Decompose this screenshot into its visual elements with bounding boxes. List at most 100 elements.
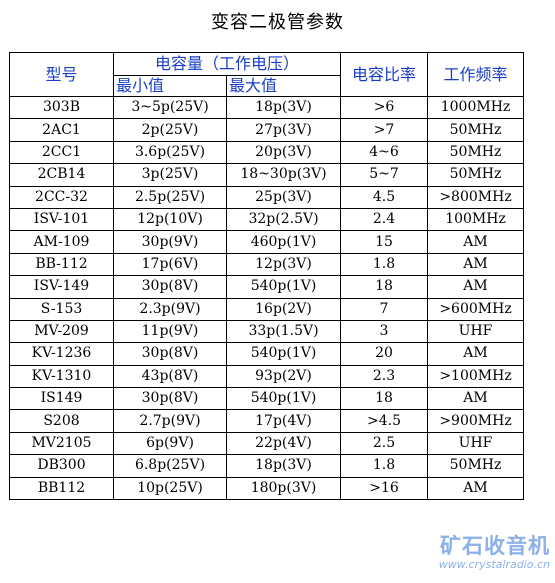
cell-min: 30p(8V) xyxy=(113,342,227,366)
varactor-parameter-table: 型号 电容量（工作电压） 电容比率 工作频率 最小值 最大值 303B 3~5p(… xyxy=(9,52,525,501)
cell-max: 540p(1V) xyxy=(225,342,342,366)
cell-max: 17p(4V) xyxy=(225,409,342,433)
table-row: 2CC-32 2.5p(25V) 25p(3V) 4.5 >800MHz xyxy=(9,185,525,209)
cell-ratio: 5~7 xyxy=(340,163,429,187)
cell-freq: UHF xyxy=(427,431,525,456)
cell-ratio: 15 xyxy=(340,230,429,254)
cell-model: 2AC1 xyxy=(9,118,114,142)
cell-freq: >100MHz xyxy=(427,364,525,389)
table-row: AM-109 30p(9V) 460p(1V) 15 AM xyxy=(9,230,525,254)
page-title: 变容二极管参数 xyxy=(211,12,344,33)
cell-freq: 50MHz xyxy=(427,454,525,478)
table-row: S208 2.7p(9V) 17p(4V) >4.5 >900MHz xyxy=(9,409,525,433)
watermark: 矿石收音机 www.crystalradio.cn xyxy=(420,534,550,571)
cell-freq: AM xyxy=(427,230,525,254)
cell-freq: 50MHz xyxy=(427,140,525,165)
cell-freq: AM xyxy=(427,387,525,411)
table-row: IS149 30p(8V) 540p(1V) 18 AM xyxy=(9,387,525,411)
cell-model: BB112 xyxy=(9,476,114,501)
cell-model: MV-209 xyxy=(9,319,114,344)
cell-model: BB-112 xyxy=(9,252,114,277)
cell-model: KV-1310 xyxy=(9,364,114,389)
cell-min: 6p(9V) xyxy=(113,431,227,456)
cell-min: 2.3p(9V) xyxy=(113,297,227,321)
header-frequency: 工作频率 xyxy=(427,52,525,97)
cell-ratio: 1.8 xyxy=(340,454,429,478)
table-row: BB112 10p(25V) 180p(3V) >16 AM xyxy=(9,476,525,501)
cell-max: 22p(4V) xyxy=(225,431,342,456)
cell-model: ISV-149 xyxy=(9,275,114,299)
watermark-logo: 矿石收音机 xyxy=(440,534,550,558)
cell-model: S-153 xyxy=(9,297,114,321)
cell-ratio: 7 xyxy=(340,297,429,321)
cell-ratio: 18 xyxy=(340,275,429,299)
table-row: 2CC1 3.6p(25V) 20p(3V) 4~6 50MHz xyxy=(9,140,525,165)
cell-freq: 1000MHz xyxy=(427,95,525,120)
cell-freq: >600MHz xyxy=(427,297,525,321)
cell-max: 540p(1V) xyxy=(225,387,342,411)
cell-min: 2p(25V) xyxy=(113,118,227,142)
cell-model: KV-1236 xyxy=(9,342,114,366)
cell-model: MV2105 xyxy=(9,431,114,456)
cell-freq: AM xyxy=(427,476,525,501)
cell-min: 3p(25V) xyxy=(113,163,227,187)
cell-ratio: >16 xyxy=(340,476,429,501)
cell-max: 540p(1V) xyxy=(225,275,342,299)
cell-min: 11p(9V) xyxy=(113,319,227,344)
cell-min: 12p(10V) xyxy=(113,207,227,232)
cell-ratio: 2.5 xyxy=(340,431,429,456)
cell-min: 43p(8V) xyxy=(113,364,227,389)
cell-model: 2CC-32 xyxy=(9,185,114,209)
watermark-url: www.crystalradio.cn xyxy=(438,558,550,571)
table-row: ISV-101 12p(10V) 32p(2.5V) 2.4 100MHz xyxy=(9,207,525,232)
cell-freq: 100MHz xyxy=(427,207,525,232)
cell-model: IS149 xyxy=(9,387,114,411)
cell-model: 2CB14 xyxy=(9,163,114,187)
cell-min: 2.5p(25V) xyxy=(113,185,227,209)
cell-max: 33p(1.5V) xyxy=(225,319,342,344)
cell-max: 18~30p(3V) xyxy=(225,163,342,187)
header-capacitance: 电容量（工作电压） xyxy=(112,52,342,76)
cell-freq: UHF xyxy=(427,319,525,344)
cell-model: 303B xyxy=(9,95,114,120)
cell-ratio: 2.4 xyxy=(340,207,429,232)
header-min: 最小值 xyxy=(113,75,227,97)
cell-ratio: 3 xyxy=(340,319,429,344)
cell-min: 3~5p(25V) xyxy=(113,95,227,120)
table-header-row: 型号 电容量（工作电压） 电容比率 工作频率 xyxy=(9,52,525,97)
cell-freq: AM xyxy=(427,342,525,366)
cell-ratio: 1.8 xyxy=(340,252,429,277)
table-row: KV-1310 43p(8V) 93p(2V) 2.3 >100MHz xyxy=(9,364,525,389)
cell-min: 30p(8V) xyxy=(113,275,227,299)
cell-max: 25p(3V) xyxy=(225,185,342,209)
cell-freq: >900MHz xyxy=(427,409,525,433)
cell-freq: 50MHz xyxy=(427,163,525,187)
cell-max: 27p(3V) xyxy=(225,118,342,142)
table-row: S-153 2.3p(9V) 16p(2V) 7 >600MHz xyxy=(9,297,525,321)
table-row: MV2105 6p(9V) 22p(4V) 2.5 UHF xyxy=(9,431,525,456)
cell-min: 3.6p(25V) xyxy=(113,140,227,165)
cell-min: 17p(6V) xyxy=(113,252,227,277)
header-ratio: 电容比率 xyxy=(340,52,429,97)
cell-model: AM-109 xyxy=(9,230,114,254)
cell-min: 30p(8V) xyxy=(113,387,227,411)
table-row: KV-1236 30p(8V) 540p(1V) 20 AM xyxy=(9,342,525,366)
header-max: 最大值 xyxy=(225,75,342,97)
cell-min: 6.8p(25V) xyxy=(113,454,227,478)
cell-freq: AM xyxy=(427,275,525,299)
cell-max: 93p(2V) xyxy=(225,364,342,389)
cell-max: 180p(3V) xyxy=(225,476,342,501)
cell-max: 12p(3V) xyxy=(225,252,342,277)
cell-max: 16p(2V) xyxy=(225,297,342,321)
cell-ratio: >6 xyxy=(340,95,429,120)
cell-model: S208 xyxy=(9,409,114,433)
table-row: 2CB14 3p(25V) 18~30p(3V) 5~7 50MHz xyxy=(9,163,525,187)
cell-max: 460p(1V) xyxy=(225,230,342,254)
cell-min: 10p(25V) xyxy=(113,476,227,501)
table-row: BB-112 17p(6V) 12p(3V) 1.8 AM xyxy=(9,252,525,277)
cell-freq: 50MHz xyxy=(427,118,525,142)
cell-freq: >800MHz xyxy=(427,185,525,209)
cell-model: DB300 xyxy=(9,454,114,478)
cell-max: 20p(3V) xyxy=(225,140,342,165)
table-row: 303B 3~5p(25V) 18p(3V) >6 1000MHz xyxy=(9,95,525,120)
